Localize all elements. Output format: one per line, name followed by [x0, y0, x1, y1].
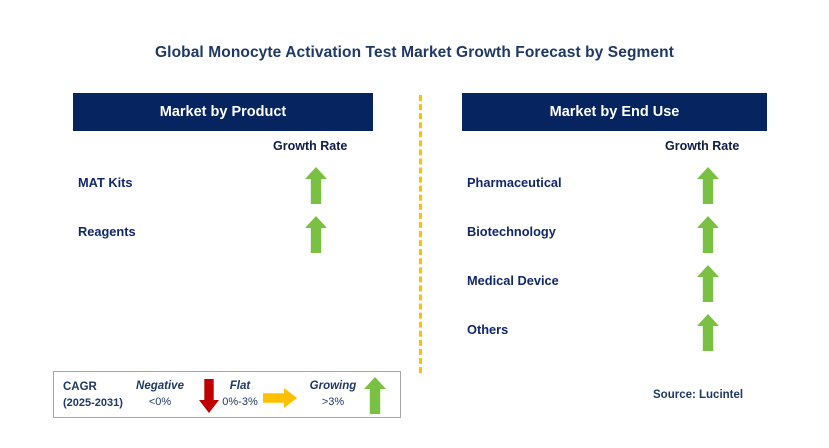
arrow-up-icon — [697, 265, 719, 302]
legend: CAGR (2025-2031) Negative <0% Flat 0%-3% — [53, 371, 401, 418]
list-item: MAT Kits — [73, 167, 373, 216]
arrow-down-icon — [199, 379, 219, 413]
growth-rate-column-label-left: Growth Rate — [273, 139, 348, 153]
panel-market-by-end-use: Market by End Use Growth Rate Pharmaceut… — [462, 93, 767, 351]
page-title: Global Monocyte Activation Test Market G… — [155, 44, 674, 61]
arrow-right-icon — [263, 388, 297, 408]
arrow-up-icon — [305, 167, 327, 204]
list-item: Reagents — [73, 216, 373, 265]
segment-label: Medical Device — [467, 273, 559, 288]
arrow-up-icon — [697, 167, 719, 204]
list-item: Biotechnology — [462, 216, 767, 265]
panel-header-end-use: Market by End Use — [462, 93, 767, 131]
segment-label: Biotechnology — [467, 224, 556, 239]
legend-item-name: Negative — [136, 380, 184, 392]
arrow-up-icon — [697, 216, 719, 253]
vertical-dashed-divider — [419, 95, 422, 373]
legend-item-growing: Growing >3% — [294, 378, 372, 410]
segment-list-product: MAT Kits Reagents — [73, 167, 373, 265]
legend-cagr-period: (2025-2031) — [63, 397, 123, 409]
segment-label: Reagents — [78, 224, 136, 239]
arrow-up-icon — [697, 314, 719, 351]
legend-item-flat: Flat 0%-3% — [204, 378, 276, 410]
legend-item-name: Flat — [229, 380, 251, 392]
segment-label: MAT Kits — [78, 175, 133, 190]
list-item: Others — [462, 314, 767, 363]
legend-item-name: Growing — [309, 380, 357, 392]
legend-cagr-label: CAGR (2025-2031) — [63, 379, 123, 411]
segment-label: Others — [467, 322, 509, 337]
segment-list-end-use: Pharmaceutical Biotechnology Medical Dev… — [462, 167, 767, 363]
list-item: Medical Device — [462, 265, 767, 314]
arrow-up-icon — [305, 216, 327, 253]
list-item: Pharmaceutical — [462, 167, 767, 216]
legend-item-value: 0%-3% — [222, 396, 258, 408]
segment-label: Pharmaceutical — [467, 175, 562, 190]
panel-header-product: Market by Product — [73, 93, 373, 131]
legend-item-value: >3% — [321, 396, 345, 408]
source-attribution: Source: Lucintel — [653, 389, 744, 401]
legend-cagr-title: CAGR — [63, 381, 97, 393]
legend-item-value: <0% — [148, 396, 172, 408]
growth-rate-column-label-right: Growth Rate — [665, 139, 740, 153]
legend-item-negative: Negative <0% — [124, 378, 196, 410]
panel-market-by-product: Market by Product Growth Rate MAT Kits R… — [73, 93, 373, 253]
arrow-up-icon — [364, 377, 386, 414]
